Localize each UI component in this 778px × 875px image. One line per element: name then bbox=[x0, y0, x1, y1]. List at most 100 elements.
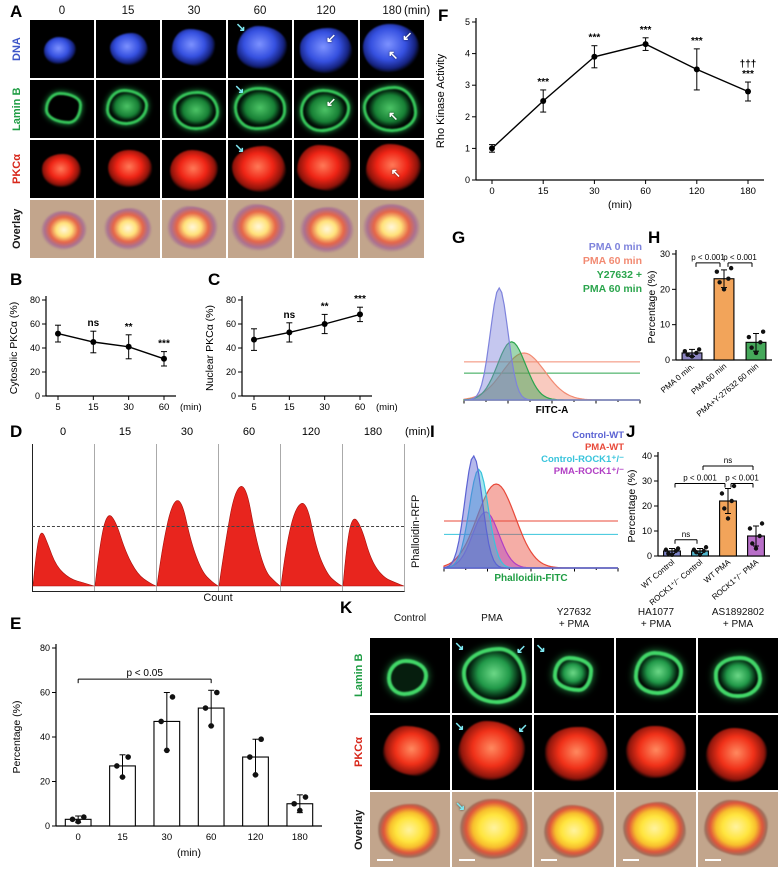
data-point bbox=[591, 53, 598, 60]
y-tick-label: 0 bbox=[647, 551, 652, 561]
fitc-flow-histogram: FITC-A bbox=[458, 284, 644, 416]
ridge-histogram bbox=[32, 532, 95, 587]
x-tick-label: 30 bbox=[162, 832, 173, 843]
micrograph-laminb-k-col3 bbox=[616, 638, 696, 713]
data-dot bbox=[722, 506, 727, 511]
significance-label: p < 0.001 bbox=[691, 253, 725, 262]
phalloidin-ridge-plots bbox=[32, 444, 405, 592]
data-dot bbox=[750, 541, 755, 546]
micrograph-dna-col5: ↖ ↙ bbox=[360, 20, 424, 78]
data-point bbox=[642, 41, 649, 48]
row-label-1: PKCα bbox=[353, 737, 365, 768]
cell-signal bbox=[382, 725, 441, 777]
ridge-panel-15 bbox=[94, 444, 157, 591]
panel-b-cytosolic-pkca-chart: B 0 20 40 60 80 5 15 30 60 Cytosolic PKCα (%) (min… bbox=[6, 270, 204, 422]
micrograph-overlay-col2 bbox=[162, 200, 226, 258]
x-axis-label: (min) bbox=[608, 199, 632, 211]
data-dot bbox=[729, 498, 734, 504]
legend-item: PMA 0 min bbox=[588, 241, 642, 253]
micrograph-pkca-k-col3 bbox=[616, 715, 696, 790]
micrograph-dna-col3: ↘ bbox=[228, 20, 292, 78]
cytosolic-pkca-chart: 0 20 40 60 80 5 15 30 60 Cytosolic PKCα (%) (min) n… bbox=[6, 282, 204, 427]
y-tick-label: 40 bbox=[226, 343, 236, 353]
x-tick-label: 30 bbox=[589, 186, 600, 197]
y-tick-label: 80 bbox=[40, 643, 50, 653]
significance-label: p < 0.001 bbox=[725, 474, 759, 483]
data-point bbox=[125, 343, 132, 350]
significance-label: ns bbox=[283, 310, 295, 321]
b-chart-svg: 0 20 40 60 80 5 15 30 60 Cytosolic PKCα (%) (min) n… bbox=[8, 295, 202, 413]
y-axis-label: Percentage (%) bbox=[626, 470, 638, 543]
micrograph-pkca-col5: ↖ bbox=[360, 140, 424, 198]
arrow-icon: ↙ bbox=[517, 720, 528, 735]
data-dot bbox=[247, 754, 253, 760]
legend-item: PMA 60 min bbox=[582, 255, 642, 267]
x-tick-label: 15 bbox=[117, 832, 128, 843]
y-tick-label: 60 bbox=[40, 688, 50, 698]
arrow-icon: ↘ bbox=[535, 640, 546, 655]
arrow-icon: ↙ bbox=[326, 30, 337, 45]
time-label: 180 bbox=[363, 426, 383, 438]
significance-label: *** bbox=[589, 33, 601, 44]
panel-i-label: I bbox=[430, 422, 435, 441]
micrograph-dna-col2 bbox=[162, 20, 226, 78]
micrograph-laminb-col2 bbox=[162, 80, 226, 138]
rock1-percentage-chart: 0 10 20 30 40 Percentage (%) WT Control ROCK1⁺/… bbox=[626, 430, 778, 619]
ridge-histogram bbox=[280, 503, 344, 587]
micrograph-dna-col1 bbox=[96, 20, 160, 78]
cell-signal bbox=[236, 25, 287, 69]
significance-label: ††† bbox=[740, 59, 757, 70]
micrograph-laminb-col1 bbox=[96, 80, 160, 138]
row-label-2: Overlay bbox=[353, 809, 365, 850]
scale-bar bbox=[705, 859, 721, 861]
data-dot bbox=[694, 350, 699, 356]
micrograph-overlay-col3 bbox=[228, 200, 292, 258]
arrow-icon: ↘ bbox=[234, 141, 245, 156]
arrow-icon: ↖ bbox=[390, 165, 401, 180]
data-dot bbox=[696, 347, 702, 352]
time-label: 120 bbox=[301, 426, 321, 438]
significance-label: p < 0.05 bbox=[126, 668, 163, 679]
data-dot bbox=[675, 546, 681, 551]
data-point bbox=[90, 339, 97, 345]
column-label: 0 bbox=[58, 5, 66, 17]
x-tick-label: 120 bbox=[689, 186, 705, 197]
panel-j-percentage-bar-chart: J 0 10 20 30 40 Percentage (%) WT Control ROCK1… bbox=[626, 422, 778, 614]
time-label: 30 bbox=[180, 426, 194, 438]
x-tick-label: 60 bbox=[159, 402, 170, 413]
data-dot bbox=[291, 800, 297, 807]
f-chart-svg: 0 1 2 3 4 5 0 15 30 60 120 180 Rho Kinase Activity (m… bbox=[435, 17, 764, 211]
micrograph-pkca-col0 bbox=[30, 140, 94, 198]
panel-a-time-unit: (min) bbox=[404, 5, 431, 17]
y-tick-label: 20 bbox=[40, 777, 50, 787]
cell-signal bbox=[172, 90, 219, 130]
significance-label: ** bbox=[321, 301, 329, 312]
y-tick-label: 80 bbox=[226, 295, 236, 305]
e-chart-svg: 0 20 40 60 80 Percentage (%) 0 15 30 60 120 180 p < … bbox=[11, 643, 322, 859]
micrograph-laminb-col5: ↖ bbox=[360, 80, 424, 138]
ridge-panel-120 bbox=[280, 444, 344, 591]
cell-signal bbox=[378, 803, 441, 859]
panel-a-micrograph-grid: 0 15 30 60 120 180 DNA ↘ ↙ ↖ ↙ Lamin B ↘ ↙ ↖ PKCα ↘ ↖ Over… bbox=[6, 4, 424, 258]
data-dot bbox=[119, 774, 126, 780]
row-label-1: Lamin B bbox=[11, 87, 23, 131]
y-tick-label: 0 bbox=[35, 391, 40, 401]
micrograph-overlay-k-col3 bbox=[616, 792, 696, 867]
scale-bar bbox=[541, 859, 557, 861]
panel-b-label: B bbox=[10, 270, 23, 289]
panel-g-legend: PMA 0 min PMA 60 min Y27632 + PMA 60 min bbox=[583, 240, 642, 296]
cell-signal bbox=[169, 150, 219, 192]
data-dot bbox=[689, 354, 695, 359]
data-dot bbox=[663, 547, 669, 552]
legend-item: Y27632 + bbox=[596, 269, 642, 281]
data-point bbox=[693, 66, 700, 73]
y-tick-label: 4 bbox=[465, 49, 470, 59]
x-axis-label: (min) bbox=[376, 402, 398, 413]
ridge-panel-180 bbox=[342, 444, 405, 591]
x-axis-label: FITC-A bbox=[536, 405, 569, 416]
x-tick-label: 5 bbox=[55, 402, 60, 413]
row-label-0: DNA bbox=[11, 37, 23, 61]
micrograph-laminb-k-col4 bbox=[698, 638, 778, 713]
cell-signal bbox=[297, 144, 351, 191]
micrograph-overlay-col4 bbox=[294, 200, 358, 258]
